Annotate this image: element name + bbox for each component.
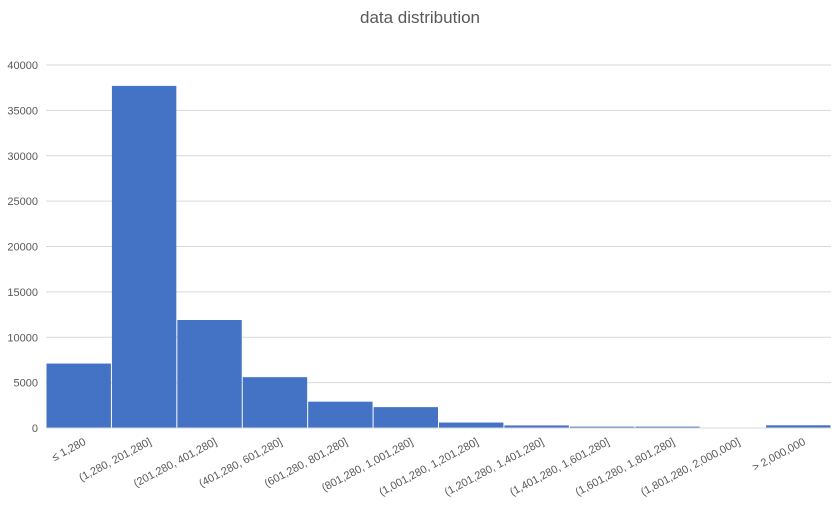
chart-title: data distribution <box>359 8 481 27</box>
bar <box>242 377 308 428</box>
bar <box>373 407 438 428</box>
bar <box>46 363 111 428</box>
y-tick-label: 25000 <box>7 196 38 208</box>
y-tick-label: 40000 <box>7 60 38 72</box>
y-tick-label: 35000 <box>7 105 38 117</box>
x-tick-label: ≤ 1,280 <box>50 436 88 464</box>
y-tick-label: 10000 <box>7 332 38 344</box>
bar <box>111 85 177 428</box>
x-tick-label: > 2,000,000 <box>750 436 807 474</box>
y-tick-label: 5000 <box>14 378 38 390</box>
y-tick-label: 20000 <box>7 242 38 254</box>
bar <box>504 425 569 428</box>
bar <box>569 426 635 428</box>
bar <box>635 426 700 428</box>
y-tick-label: 0 <box>32 423 38 435</box>
bar <box>177 320 242 428</box>
y-tick-label: 15000 <box>7 287 38 299</box>
bar <box>766 425 831 428</box>
bar <box>308 401 373 428</box>
bar <box>439 422 504 428</box>
y-tick-label: 30000 <box>7 151 38 163</box>
